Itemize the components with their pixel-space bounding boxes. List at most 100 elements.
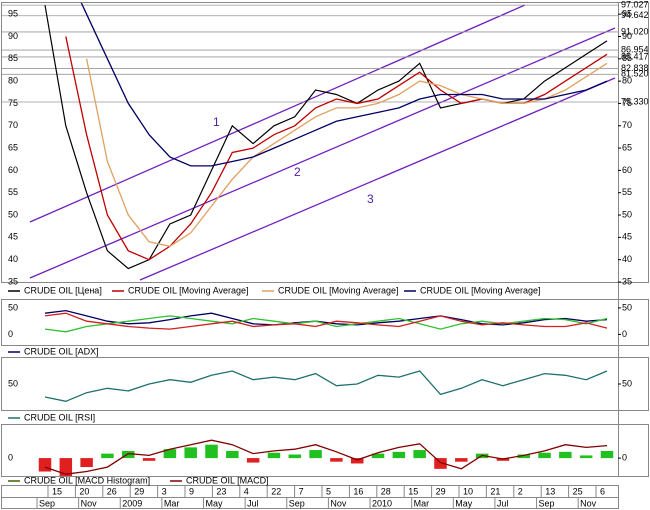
- y-tick-label: 45: [622, 232, 632, 242]
- y-tick-label: 90: [622, 31, 632, 41]
- histogram-bar: [288, 454, 302, 459]
- y-tick-label-left: 0: [8, 452, 13, 462]
- series-line: [44, 370, 608, 402]
- histogram-bar: [517, 454, 530, 459]
- y-tick-label: 70: [622, 120, 632, 130]
- y-tick-label: 55: [622, 187, 632, 197]
- day-label: 15: [408, 486, 418, 496]
- day-label: 29: [436, 486, 446, 496]
- plot-area: [44, 370, 608, 402]
- plot-area: [2, 3, 618, 270]
- month-label: Sep: [539, 498, 555, 508]
- trend-channels: [29, 4, 616, 281]
- y-tick-label: 50: [622, 378, 632, 388]
- series-line: [44, 439, 608, 475]
- y-tick-label: 50: [622, 302, 632, 312]
- histogram-bar: [163, 449, 177, 459]
- y-tick-label-left: 35: [8, 276, 18, 286]
- histogram-bar: [267, 452, 281, 459]
- day-label: 7: [299, 486, 304, 496]
- histogram-bar: [184, 447, 197, 459]
- y-tick-label-left: 0: [8, 329, 13, 339]
- level-label: 85.417: [621, 51, 649, 61]
- y-tick-label: 50: [622, 209, 632, 219]
- histogram-bar: [392, 451, 406, 459]
- histogram-bar: [101, 453, 114, 459]
- day-label: 25: [573, 486, 583, 496]
- level-label: 82.838: [621, 63, 649, 73]
- y-tick-label-left: 90: [8, 31, 18, 41]
- y-tick-label-left: 55: [8, 187, 18, 197]
- y-tick-label: 60: [622, 165, 632, 175]
- histogram-bar: [600, 450, 614, 459]
- legend-label: CRUDE OIL [Цена]: [24, 285, 102, 295]
- day-label: 6: [600, 486, 605, 496]
- month-label: May: [455, 498, 473, 508]
- y-tick-label: 35: [622, 276, 632, 286]
- month-label: 2009: [122, 498, 142, 508]
- level-label: 86.954: [621, 44, 649, 54]
- month-label: Nov: [580, 498, 597, 508]
- y-tick-label-left: 50: [8, 209, 18, 219]
- level-label: 91.020: [621, 26, 649, 36]
- day-label: 2: [518, 486, 523, 496]
- histogram-bar: [538, 452, 551, 459]
- day-label: 28: [381, 486, 391, 496]
- plot-area: [38, 439, 614, 476]
- histogram-bar: [350, 458, 364, 464]
- day-label: 23: [216, 486, 226, 496]
- y-tick-label-left: 70: [8, 120, 18, 130]
- month-label: Mar: [414, 498, 430, 508]
- day-label: 22: [271, 486, 281, 496]
- y-tick-label: 65: [622, 142, 632, 152]
- day-label: 26: [107, 486, 117, 496]
- y-tick-label: 75: [622, 98, 632, 108]
- histogram-bar: [455, 458, 468, 462]
- series-line: [85, 58, 608, 247]
- histogram-bar: [434, 458, 447, 469]
- month-label: Nov: [81, 498, 98, 508]
- annotation: 3: [367, 192, 374, 206]
- histogram-bar: [559, 451, 572, 459]
- month-label: Jul: [497, 498, 509, 508]
- level-label: 81.520: [621, 69, 649, 79]
- level-label: 75.330: [621, 96, 649, 106]
- level-label: 94.642: [621, 10, 649, 20]
- y-tick-label-left: 75: [8, 98, 18, 108]
- legend-label: CRUDE OIL [Moving Average]: [278, 285, 399, 295]
- day-label: 16: [353, 486, 363, 496]
- histogram-bar: [59, 458, 73, 476]
- y-tick-label-left: 85: [8, 53, 18, 63]
- y-tick-label-left: 50: [8, 378, 18, 388]
- histogram-bar: [579, 455, 593, 459]
- y-tick-label-left: 65: [8, 142, 18, 152]
- histogram-bar: [80, 458, 93, 468]
- day-label: 10: [463, 486, 473, 496]
- legend-label: CRUDE OIL [MACD]: [186, 475, 269, 485]
- histogram-bar: [330, 458, 343, 462]
- histogram-bar: [205, 444, 218, 459]
- histogram-bar: [38, 458, 52, 472]
- series-line: [80, 3, 608, 167]
- y-tick-label: 85: [622, 53, 632, 63]
- y-tick-label-left: 45: [8, 232, 18, 242]
- y-tick-label: 0: [622, 329, 627, 339]
- legend-label: CRUDE OIL [MACD Histogram]: [24, 475, 150, 485]
- level-label: 97.027: [621, 0, 649, 9]
- y-tick-label-left: 50: [8, 302, 18, 312]
- plot-area: [44, 309, 608, 333]
- histogram-bar: [309, 450, 322, 459]
- y-tick-label: 80: [622, 75, 632, 85]
- legend-label: CRUDE OIL [ADX]: [24, 346, 99, 356]
- day-label: 9: [189, 486, 194, 496]
- histogram-bar: [226, 450, 239, 459]
- y-tick-label: 40: [622, 254, 632, 264]
- month-label: Mar: [164, 498, 180, 508]
- y-tick-label: 0: [622, 452, 627, 462]
- histogram-bar: [142, 458, 156, 461]
- day-label: 13: [545, 486, 555, 496]
- annotation: 1: [213, 115, 220, 129]
- day-label: 5: [326, 486, 331, 496]
